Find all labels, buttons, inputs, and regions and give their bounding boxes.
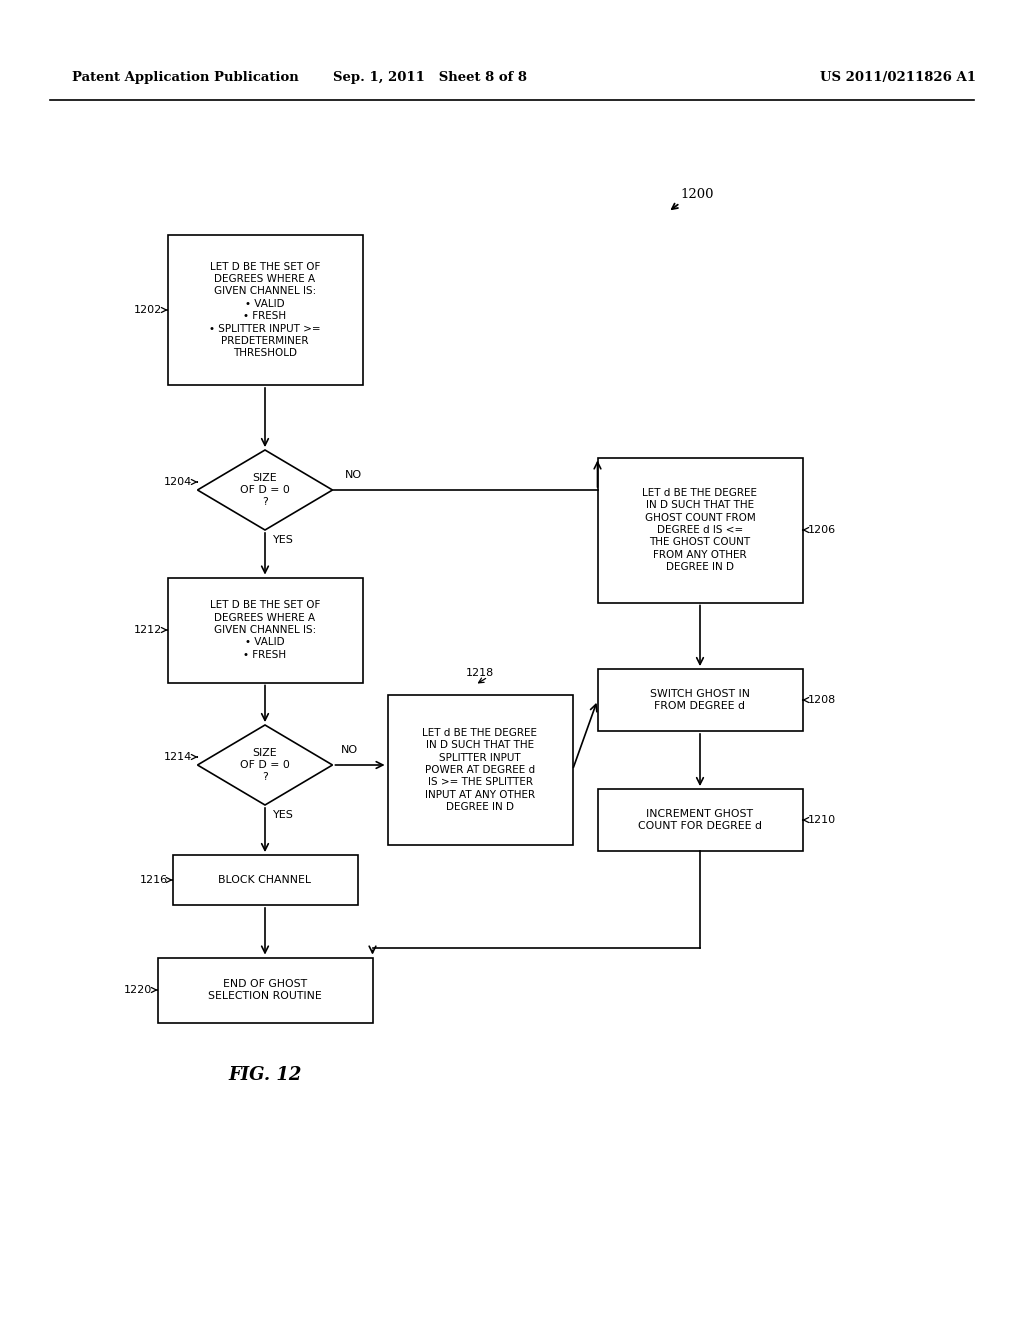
Text: BLOCK CHANNEL: BLOCK CHANNEL: [218, 875, 311, 884]
Text: LET d BE THE DEGREE
IN D SUCH THAT THE
GHOST COUNT FROM
DEGREE d IS <=
THE GHOST: LET d BE THE DEGREE IN D SUCH THAT THE G…: [642, 488, 758, 572]
Text: SWITCH GHOST IN
FROM DEGREE d: SWITCH GHOST IN FROM DEGREE d: [650, 689, 750, 711]
Text: NO: NO: [344, 470, 361, 480]
Text: LET d BE THE DEGREE
IN D SUCH THAT THE
SPLITTER INPUT
POWER AT DEGREE d
IS >= TH: LET d BE THE DEGREE IN D SUCH THAT THE S…: [423, 727, 538, 812]
Bar: [597, 458, 803, 602]
Text: 1214: 1214: [164, 752, 193, 762]
Bar: [597, 669, 803, 731]
Polygon shape: [198, 450, 333, 531]
Bar: [168, 235, 362, 385]
Text: 1212: 1212: [134, 624, 163, 635]
Bar: [597, 789, 803, 851]
Text: END OF GHOST
SELECTION ROUTINE: END OF GHOST SELECTION ROUTINE: [208, 979, 322, 1001]
Text: 1200: 1200: [680, 189, 714, 202]
Text: 1204: 1204: [164, 477, 193, 487]
Text: 1216: 1216: [139, 875, 168, 884]
Text: Patent Application Publication: Patent Application Publication: [72, 71, 299, 84]
Bar: [168, 578, 362, 682]
Text: 1210: 1210: [808, 814, 836, 825]
Text: Sep. 1, 2011   Sheet 8 of 8: Sep. 1, 2011 Sheet 8 of 8: [333, 71, 527, 84]
Text: SIZE
OF D = 0
?: SIZE OF D = 0 ?: [240, 747, 290, 783]
Text: INCREMENT GHOST
COUNT FOR DEGREE d: INCREMENT GHOST COUNT FOR DEGREE d: [638, 809, 762, 832]
Text: LET D BE THE SET OF
DEGREES WHERE A
GIVEN CHANNEL IS:
• VALID
• FRESH
• SPLITTER: LET D BE THE SET OF DEGREES WHERE A GIVE…: [209, 261, 321, 359]
Text: YES: YES: [273, 810, 294, 820]
Text: YES: YES: [273, 535, 294, 545]
Text: 1220: 1220: [124, 985, 153, 995]
Text: 1208: 1208: [808, 696, 836, 705]
Bar: [172, 855, 357, 906]
Text: NO: NO: [341, 744, 357, 755]
Text: FIG. 12: FIG. 12: [228, 1067, 302, 1084]
Text: 1206: 1206: [808, 525, 836, 535]
Polygon shape: [198, 725, 333, 805]
Bar: [158, 957, 373, 1023]
Bar: [387, 696, 572, 845]
Text: 1202: 1202: [134, 305, 163, 315]
Text: SIZE
OF D = 0
?: SIZE OF D = 0 ?: [240, 473, 290, 507]
Text: LET D BE THE SET OF
DEGREES WHERE A
GIVEN CHANNEL IS:
• VALID
• FRESH: LET D BE THE SET OF DEGREES WHERE A GIVE…: [210, 601, 321, 660]
Text: 1218: 1218: [466, 668, 495, 678]
Text: US 2011/0211826 A1: US 2011/0211826 A1: [820, 71, 976, 84]
